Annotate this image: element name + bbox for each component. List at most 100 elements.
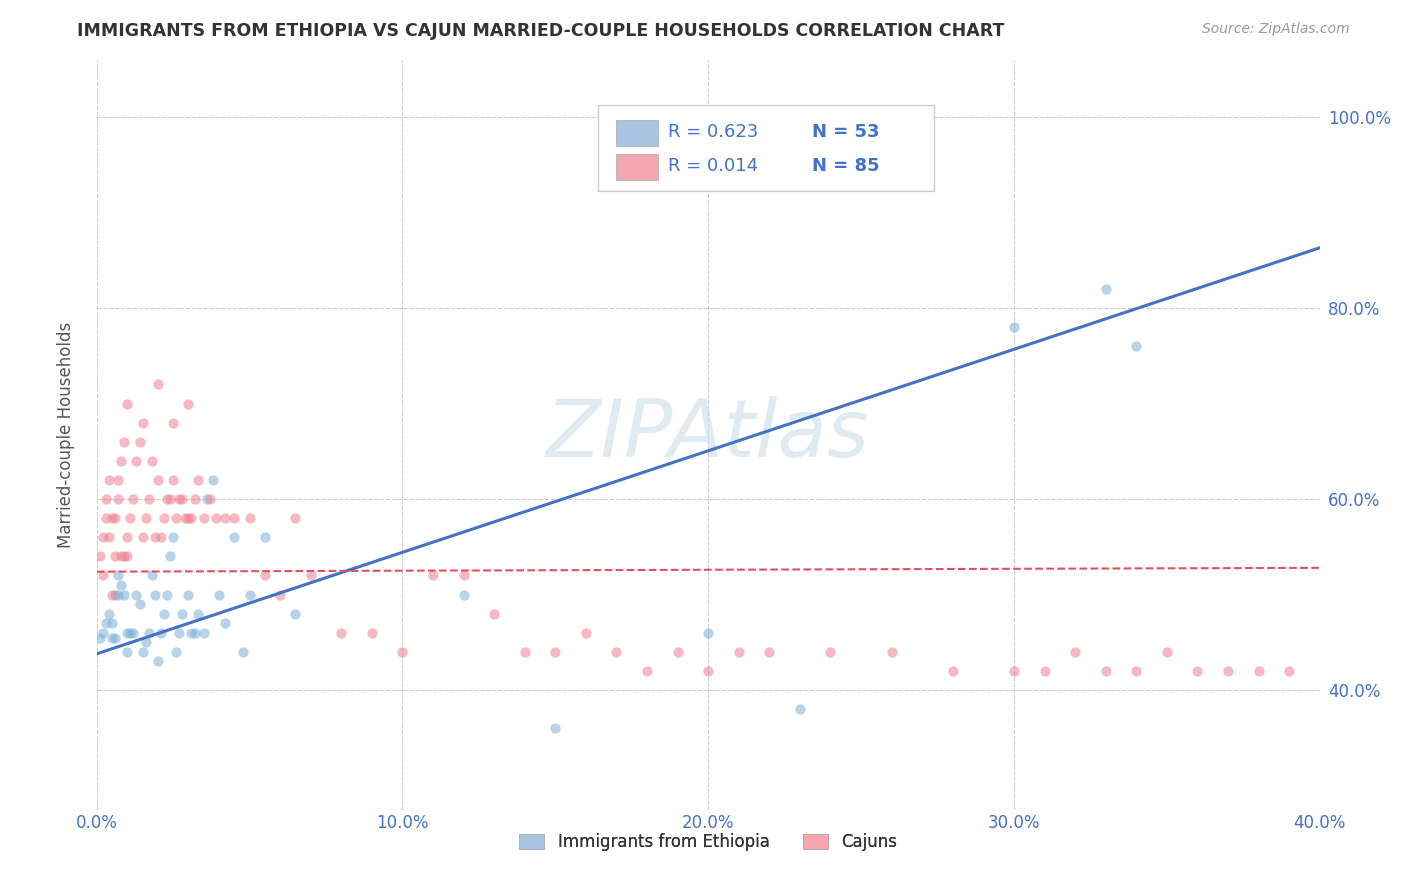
Point [120,625,142,640]
Point [162,530,184,544]
Point [195,491,218,506]
Point [146,473,169,487]
Point [224,530,246,544]
Point [697,625,720,640]
Point [112,588,135,602]
Point [122,625,145,640]
Point [360,625,382,640]
Point [94,491,117,506]
Point [117,625,139,640]
Point [544,722,567,736]
Point [156,588,179,602]
Point [224,511,246,525]
Point [513,645,536,659]
Point [159,491,181,506]
Point [131,416,153,430]
Point [232,645,254,659]
Point [153,511,176,525]
Point [135,511,157,525]
Point [453,568,475,582]
Point [125,588,148,602]
Point [330,625,353,640]
Point [146,377,169,392]
Point [482,607,505,621]
Point [239,511,262,525]
Point [208,588,231,602]
Text: R = 0.014: R = 0.014 [668,157,758,175]
Point [117,645,139,659]
Point [117,396,139,410]
Point [153,607,176,621]
Point [122,491,145,506]
Point [1002,664,1025,678]
Point [180,625,202,640]
Point [174,511,197,525]
Point [107,588,129,602]
Point [605,645,627,659]
Point [101,511,124,525]
Point [1125,664,1147,678]
Point [94,616,117,631]
Point [159,549,181,564]
Point [453,588,475,602]
Point [1247,664,1270,678]
Point [172,491,194,506]
Point [104,588,127,602]
Point [143,530,166,544]
Point [143,588,166,602]
Point [214,511,236,525]
Point [180,511,202,525]
Point [131,645,153,659]
Point [187,607,209,621]
Point [183,491,205,506]
Point [1187,664,1209,678]
Point [942,664,965,678]
Point [125,454,148,468]
Point [172,607,194,621]
Point [135,635,157,649]
Point [156,491,179,506]
Point [104,549,127,564]
FancyBboxPatch shape [616,154,658,179]
Point [101,616,124,631]
Point [120,511,142,525]
Point [89,549,111,564]
Point [820,645,842,659]
Text: N = 53: N = 53 [813,123,880,141]
FancyBboxPatch shape [598,104,935,191]
Point [758,645,780,659]
Point [253,568,276,582]
Point [112,434,135,449]
Point [128,597,150,611]
Point [128,434,150,449]
Point [131,530,153,544]
Point [636,664,658,678]
Point [239,588,262,602]
Point [91,568,114,582]
Point [97,607,120,621]
Point [1125,339,1147,353]
Text: Source: ZipAtlas.com: Source: ZipAtlas.com [1202,22,1350,37]
Point [110,454,132,468]
Point [198,491,221,506]
Point [162,473,184,487]
Point [544,645,567,659]
Point [97,473,120,487]
Point [138,491,160,506]
Y-axis label: Married-couple Households: Married-couple Households [58,321,75,548]
Point [167,491,190,506]
Point [391,645,413,659]
Point [117,530,139,544]
Point [141,454,163,468]
Point [789,702,811,716]
Point [162,416,184,430]
Point [110,578,132,592]
Point [104,511,127,525]
Point [575,625,598,640]
Legend: Immigrants from Ethiopia, Cajuns: Immigrants from Ethiopia, Cajuns [513,826,904,857]
Point [1094,664,1116,678]
Point [422,568,444,582]
Point [101,588,124,602]
Point [107,491,129,506]
Point [107,568,129,582]
